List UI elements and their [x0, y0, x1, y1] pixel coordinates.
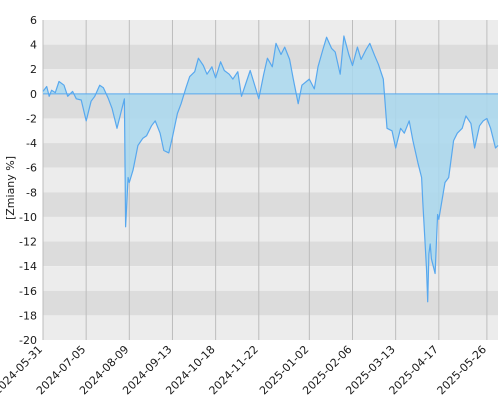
y-tick-label: -20 [19, 334, 37, 347]
grid-band [43, 266, 498, 291]
y-tick-label: 6 [30, 14, 37, 27]
x-tick-labels: 2024-05-312024-07-052024-08-092024-09-13… [0, 343, 489, 397]
y-tick-label: 2 [30, 63, 37, 76]
y-tick-label: -16 [19, 285, 37, 298]
grid-band [43, 216, 498, 242]
y-tick-label: -4 [26, 137, 37, 150]
y-tick-label: -18 [19, 309, 37, 322]
y-tick-label: -2 [26, 112, 37, 125]
y-tick-label: -14 [19, 260, 37, 273]
y-tick-label: 0 [30, 88, 37, 101]
x-tick-label: 2025-05-26 [435, 343, 489, 397]
y-tick-label: -12 [19, 236, 37, 249]
grid-band [43, 20, 498, 45]
vertical-gridlines [42, 20, 488, 340]
y-tick-label: -8 [26, 186, 37, 199]
series-line [42, 35, 499, 303]
grid-band [43, 241, 498, 267]
y-tick-label: 4 [30, 39, 37, 52]
y-tick-labels: 6 4 2 0 -2 -4 -6 -8 -10 -12 -14 -16 -18 -20 [19, 14, 37, 347]
y-tick-label: -10 [19, 211, 37, 224]
grid-band [43, 290, 498, 316]
grid-band [43, 315, 498, 340]
y-tick-label: -6 [26, 162, 37, 175]
series-area-fill [43, 36, 498, 302]
y-axis-label: [Zmiany %] [4, 156, 17, 220]
